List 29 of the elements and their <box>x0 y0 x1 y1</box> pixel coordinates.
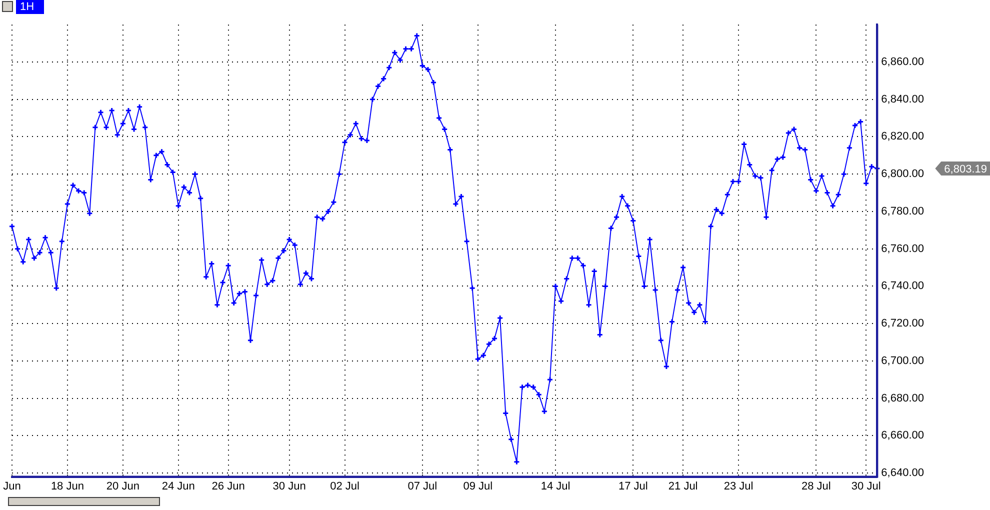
y-tick-label: 6,860.00 <box>881 56 924 68</box>
x-tick-label: 20 Jun <box>106 480 140 492</box>
x-tick-label: 23 Jul <box>724 480 754 492</box>
y-tick-label: 6,660.00 <box>881 430 924 442</box>
x-tick-label: 21 Jul <box>668 480 698 492</box>
x-tick-label: 30 Jun <box>272 480 306 492</box>
y-tick-label: 6,700.00 <box>881 354 924 367</box>
x-tick-label: 24 Jun <box>162 480 195 492</box>
x-tick-label: 17 Jul <box>618 480 648 492</box>
y-tick-label: 6,780.00 <box>881 205 924 218</box>
x-tick-label: Jun <box>3 480 21 492</box>
x-tick-label: 30 Jul <box>851 480 881 492</box>
y-tick-label: 6,820.00 <box>881 130 924 143</box>
x-tick-label: 14 Jul <box>540 480 570 492</box>
chart-title: 1H <box>16 0 44 14</box>
x-tick-label: 09 Jul <box>463 480 493 492</box>
x-tick-label: 18 Jun <box>50 480 84 492</box>
x-tick-label: 07 Jul <box>408 480 438 492</box>
y-tick-label: 6,720.00 <box>881 318 924 330</box>
x-tick-label: 02 Jul <box>330 480 360 492</box>
text: 6,803.19 <box>944 164 988 176</box>
x-tick-label: 28 Jul <box>801 480 831 492</box>
x-tick-label: 26 Jun <box>212 480 245 492</box>
y-tick-label: 6,800.00 <box>881 168 924 180</box>
y-tick-label: 6,840.00 <box>881 93 924 106</box>
y-tick-label: 6,740.00 <box>881 280 924 292</box>
y-tick-label: 6,680.00 <box>881 392 924 404</box>
y-tick-label: 6,640.00 <box>881 467 924 480</box>
y-tick-label: 6,760.00 <box>881 242 924 255</box>
